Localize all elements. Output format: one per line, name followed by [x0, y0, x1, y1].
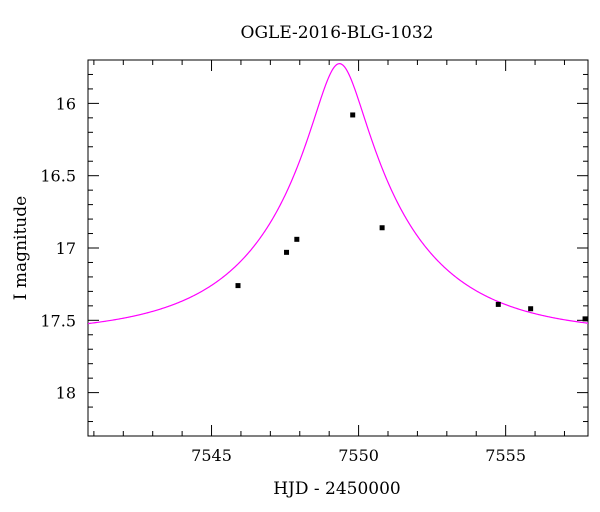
data-point	[528, 306, 534, 312]
y-tick-label: 18	[56, 384, 76, 403]
data-point	[284, 249, 290, 255]
y-axis-label: I magnitude	[11, 196, 31, 300]
plot-frame	[87, 59, 589, 437]
model-curve-layer	[88, 63, 588, 325]
y-tick-label: 17	[56, 239, 76, 258]
x-tick-label: 7550	[338, 446, 379, 465]
data-point	[350, 112, 356, 118]
model-curve	[88, 63, 588, 325]
data-point	[294, 236, 300, 242]
x-tick-label: 7555	[485, 446, 526, 465]
y-tick-label: 17.5	[40, 311, 76, 330]
tick-labels: 7545 7550 7555 16 16.5 17 17.5 18	[40, 94, 526, 465]
chart-title: OGLE-2016-BLG-1032	[241, 23, 434, 43]
x-tick-label: 7545	[191, 446, 232, 465]
data-point	[235, 283, 241, 289]
data-points-layer	[235, 112, 588, 322]
x-axis-label: HJD - 2450000	[273, 479, 401, 499]
data-point	[495, 301, 501, 307]
data-point	[582, 316, 588, 322]
data-point	[379, 225, 385, 231]
axis-ticks	[88, 59, 588, 437]
plot-border	[87, 59, 589, 437]
y-tick-label: 16	[56, 94, 76, 113]
y-tick-label: 16.5	[40, 167, 76, 186]
